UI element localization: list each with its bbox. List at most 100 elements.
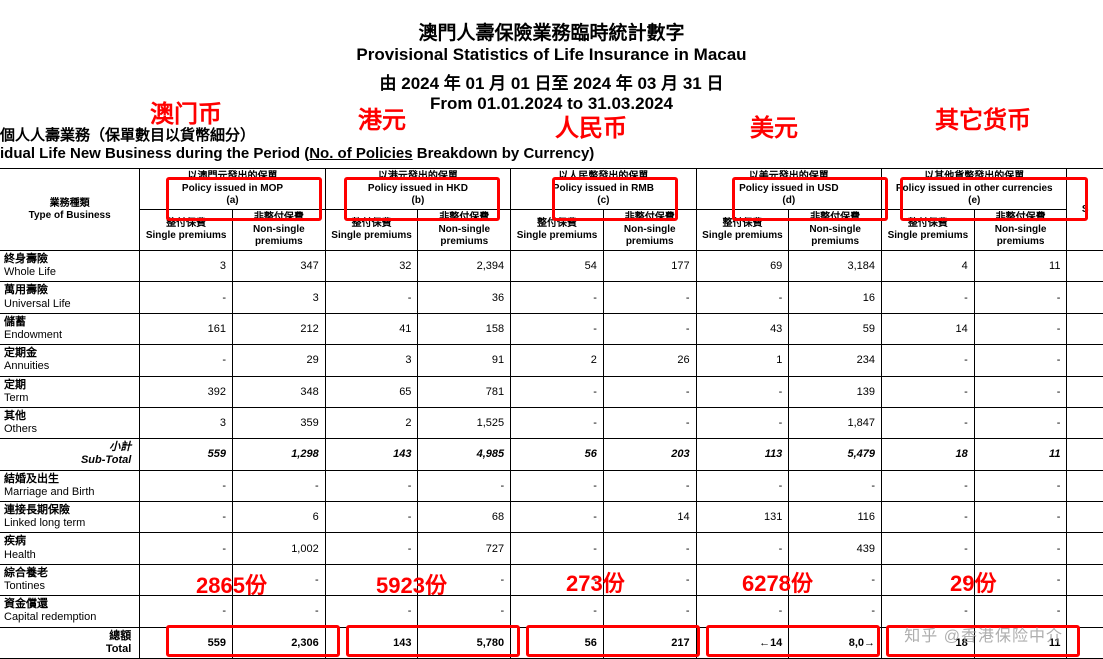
table-row: 小計Sub-Total5591,2981434,985562031135,479… [0,439,1103,470]
data-table: 業務種類 Type of Business 以澳門元發出的保單Policy is… [0,168,1103,659]
cell: 161 [140,313,233,344]
cell: 8,0→ [789,627,882,658]
cell: - [696,596,789,627]
subheading: 個人人壽業務（保單數目以貨幣細分） idual Life New Busines… [0,124,1103,162]
cell: 14 [603,502,696,533]
col-single: 整付保費Single premiums [511,210,604,251]
cell: 1 [696,345,789,376]
col-single: 整付保費Single premiums [325,210,418,251]
cell: - [603,564,696,595]
subhead-cn: 個人人壽業務（保單數目以貨幣細分） [0,124,1103,145]
cell: 56 [511,627,604,658]
cell: - [418,564,511,595]
cell: 68 [418,502,511,533]
cell: 16 [789,282,882,313]
cell: - [789,596,882,627]
cell: - [511,470,604,501]
row-label: 定期金Annuities [0,345,140,376]
cell: 217 [603,627,696,658]
cell: - [882,564,975,595]
table-row: 連接長期保險Linked long term-6-68-14131116-- [0,502,1103,533]
cell: - [325,502,418,533]
col-nonsingle: 非整付保費Non-singlepremiums [974,210,1067,251]
cell: - [603,407,696,438]
row-label: 疾病Health [0,533,140,564]
cell: - [974,313,1067,344]
cell: - [511,376,604,407]
row-label: 總額Total [0,627,140,658]
cell: - [140,470,233,501]
cell: 6 [233,502,326,533]
cell: 113 [696,439,789,470]
cell: 4,985 [418,439,511,470]
cell: ←14 [696,627,789,658]
cell: 392 [140,376,233,407]
cell: 54 [511,251,604,282]
cell: 158 [418,313,511,344]
col-type: 業務種類 Type of Business [0,169,140,251]
cell: 29 [233,345,326,376]
table-row: 定期Term39234865781---139-- [0,376,1103,407]
cell: - [511,596,604,627]
cell: - [882,407,975,438]
col-trailing: S [1067,169,1103,251]
title-en: Provisional Statistics of Life Insurance… [0,45,1103,65]
cell: - [233,564,326,595]
table-row: 萬用壽險Universal Life-3-36---16-- [0,282,1103,313]
cell: - [325,533,418,564]
cell: - [974,564,1067,595]
cell: - [325,282,418,313]
cell: 559 [140,627,233,658]
cell: - [511,564,604,595]
cell: 59 [789,313,882,344]
table-row: 疾病Health-1,002-727---439-- [0,533,1103,564]
cell: - [140,596,233,627]
cell: - [603,470,696,501]
cell: - [696,407,789,438]
cell: - [974,502,1067,533]
cell: 26 [603,345,696,376]
cell: 43 [696,313,789,344]
cell: 1,298 [233,439,326,470]
period-en: From 01.01.2024 to 31.03.2024 [0,94,1103,114]
col-currency-0: 以澳門元發出的保單Policy issued in MOP(a) [140,169,325,210]
cell: - [511,407,604,438]
cell: - [696,376,789,407]
cell: - [140,345,233,376]
cell: - [603,596,696,627]
col-nonsingle: 非整付保費Non-singlepremiums [603,210,696,251]
cell: - [789,470,882,501]
cell: - [325,596,418,627]
cell: - [696,470,789,501]
row-label: 終身壽險Whole Life [0,251,140,282]
table-row: 定期金Annuities-293912261234-- [0,345,1103,376]
cell: - [140,282,233,313]
cell: - [882,345,975,376]
cell: - [325,470,418,501]
cell: - [140,533,233,564]
cell: - [696,533,789,564]
cell: 1,002 [233,533,326,564]
cell: 727 [418,533,511,564]
subhead-en: idual Life New Business during the Perio… [0,145,1103,162]
cell: 2,394 [418,251,511,282]
cell: 1,847 [789,407,882,438]
cell: - [882,376,975,407]
cell: - [418,470,511,501]
table-row: 其他Others335921,525---1,847-- [0,407,1103,438]
cell: - [974,470,1067,501]
cell: - [140,502,233,533]
col-currency-1: 以港元發出的保單Policy issued in HKD(b) [325,169,510,210]
cell: - [882,502,975,533]
cell: 3 [140,407,233,438]
cell: - [974,407,1067,438]
cell: - [325,564,418,595]
cell: 143 [325,439,418,470]
col-currency-4: 以其他貨幣發出的保單Policy issued in other currenc… [882,169,1067,210]
cell: 212 [233,313,326,344]
cell: 41 [325,313,418,344]
cell: - [974,376,1067,407]
cell: - [233,470,326,501]
cell: 18 [882,439,975,470]
cell: 781 [418,376,511,407]
